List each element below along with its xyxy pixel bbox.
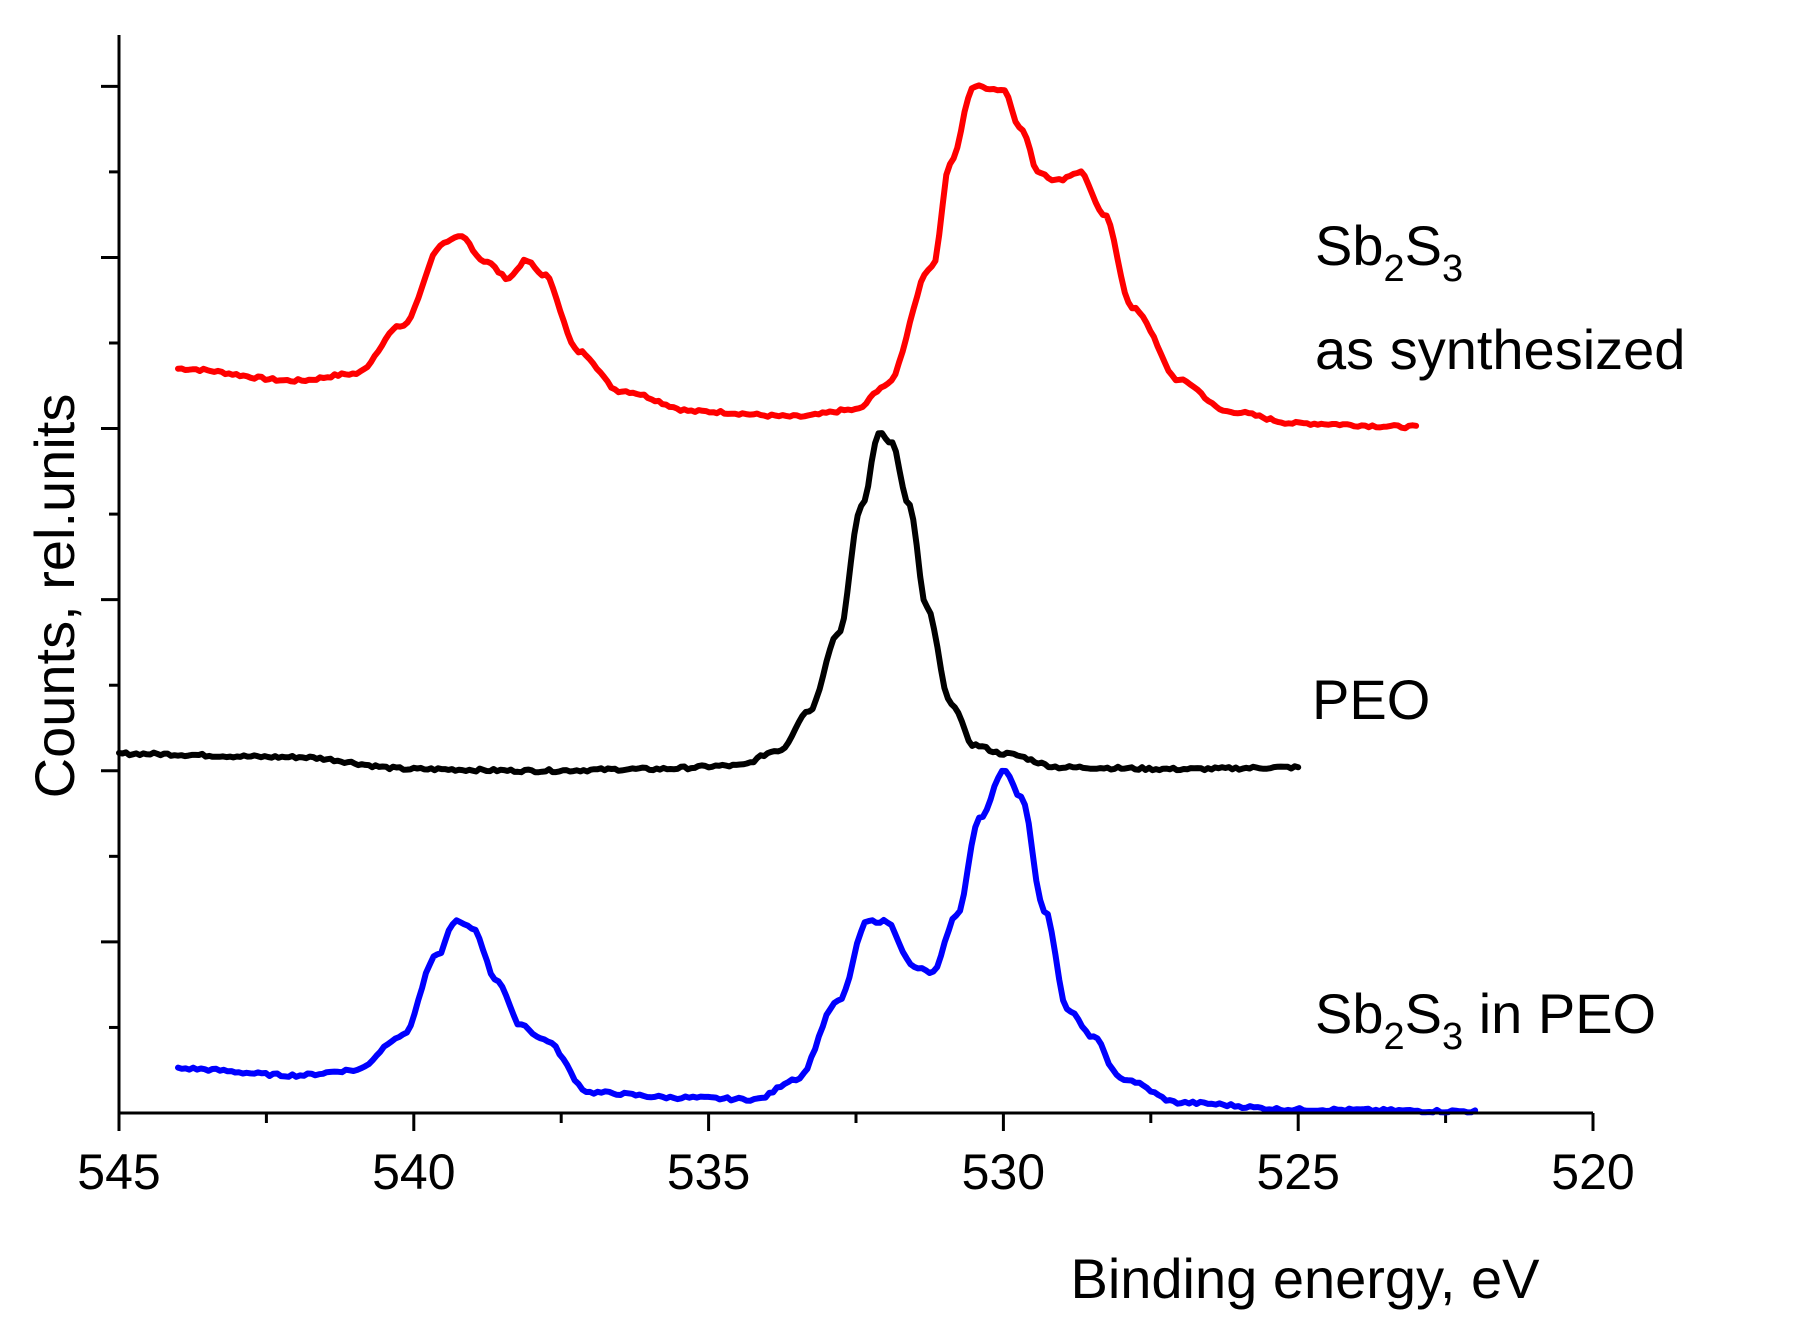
series-label-peo: PEO (1312, 668, 1430, 731)
series-label-sb2s3: Sb2S3 (1315, 214, 1463, 290)
series-sb2s3-in-peo (175, 767, 1479, 1116)
y-axis-title: Counts, rel.units (23, 394, 86, 799)
x-axis-title: Binding energy, eV (1070, 1247, 1540, 1310)
y-axis-ticks (101, 84, 119, 1029)
x-axis-ticks: 545 540 535 530 525 520 (77, 1113, 1635, 1200)
series-label-as-synthesized: as synthesized (1315, 318, 1685, 381)
series-labels: Sb2S3 as synthesized PEO Sb2S3 in PEO (1312, 214, 1685, 1058)
series-label-sb2s3-in-peo: Sb2S3 in PEO (1315, 982, 1656, 1058)
x-tick-label: 530 (962, 1144, 1045, 1200)
x-tick-label: 535 (667, 1144, 750, 1200)
x-tick-label: 525 (1256, 1144, 1339, 1200)
x-tick-label: 545 (77, 1144, 160, 1200)
x-tick-label: 520 (1551, 1144, 1634, 1200)
series-sb2s3-as-synthesized (175, 82, 1420, 432)
series-layer (116, 82, 1479, 1116)
x-tick-label: 540 (372, 1144, 455, 1200)
series-peo (116, 430, 1302, 776)
